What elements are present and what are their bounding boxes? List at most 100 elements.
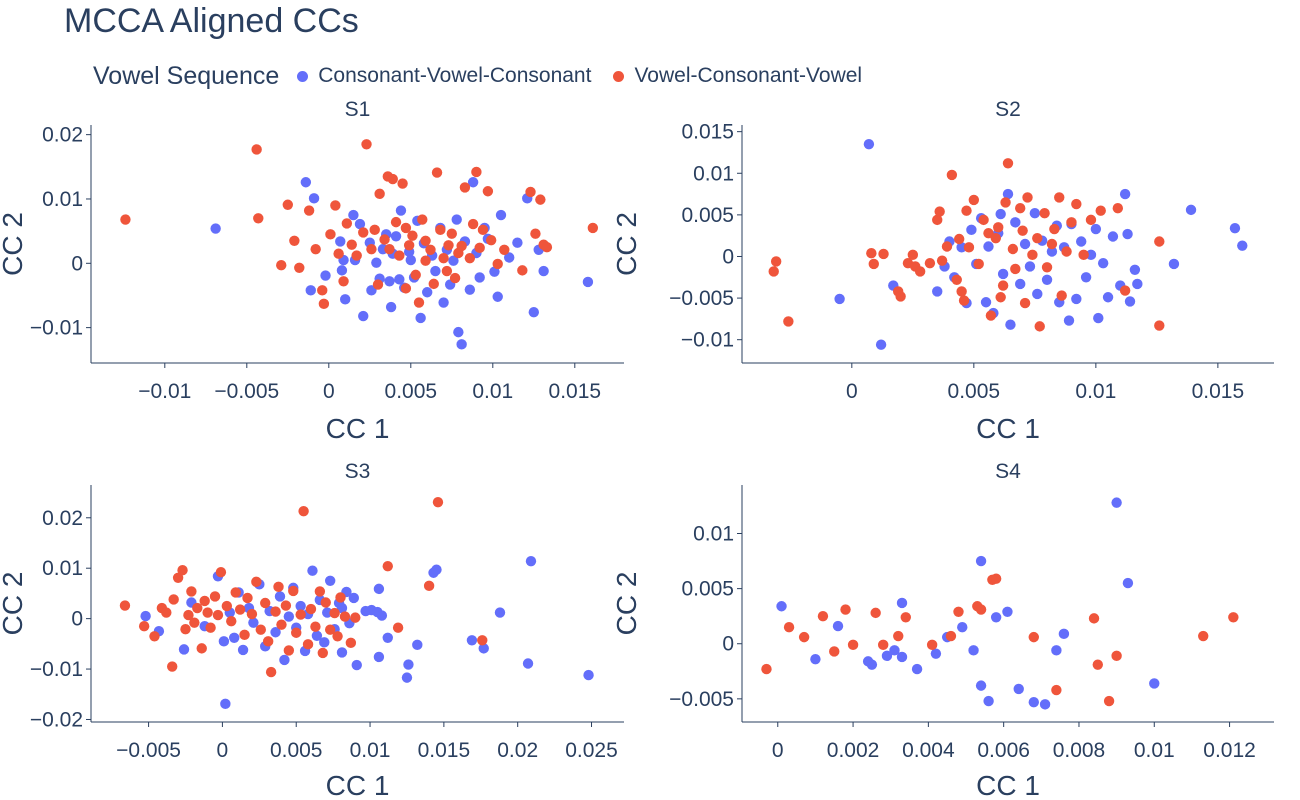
- data-point[interactable]: [583, 669, 594, 681]
- data-point[interactable]: [283, 645, 295, 656]
- data-point[interactable]: [379, 234, 390, 245]
- data-point[interactable]: [1019, 238, 1031, 250]
- data-point[interactable]: [384, 276, 395, 287]
- data-point[interactable]: [441, 265, 453, 277]
- data-point[interactable]: [140, 610, 151, 622]
- data-point[interactable]: [1066, 217, 1077, 228]
- data-point[interactable]: [218, 636, 230, 647]
- data-point[interactable]: [983, 695, 994, 707]
- data-point[interactable]: [896, 651, 908, 663]
- data-point[interactable]: [346, 239, 357, 250]
- data-point[interactable]: [1056, 290, 1067, 301]
- data-point[interactable]: [934, 206, 945, 217]
- data-point[interactable]: [1088, 613, 1100, 624]
- data-point[interactable]: [1093, 312, 1104, 324]
- data-point[interactable]: [288, 585, 299, 597]
- data-point[interactable]: [1028, 631, 1039, 643]
- data-point[interactable]: [1112, 203, 1124, 214]
- data-point[interactable]: [525, 186, 536, 198]
- data-point[interactable]: [279, 654, 290, 666]
- data-point[interactable]: [161, 607, 172, 618]
- data-point[interactable]: [495, 209, 507, 221]
- data-point[interactable]: [351, 250, 362, 261]
- legend-item-vcv[interactable]: Vowel-Consonant-Vowel: [613, 64, 862, 88]
- data-point[interactable]: [265, 666, 277, 678]
- data-point[interactable]: [953, 606, 964, 617]
- data-point[interactable]: [504, 252, 515, 263]
- data-point[interactable]: [870, 607, 881, 619]
- data-point[interactable]: [335, 236, 346, 247]
- data-point[interactable]: [1046, 246, 1058, 257]
- data-point[interactable]: [1071, 198, 1082, 210]
- data-point[interactable]: [186, 586, 197, 597]
- data-point[interactable]: [907, 249, 919, 261]
- data-point[interactable]: [237, 644, 249, 656]
- data-point[interactable]: [420, 235, 431, 246]
- data-point[interactable]: [260, 597, 271, 609]
- data-point[interactable]: [1032, 288, 1043, 300]
- data-point[interactable]: [308, 193, 320, 204]
- data-point[interactable]: [395, 205, 407, 216]
- data-point[interactable]: [459, 182, 471, 193]
- data-point[interactable]: [1051, 645, 1062, 656]
- data-point[interactable]: [1111, 650, 1122, 662]
- data-point[interactable]: [276, 619, 287, 630]
- data-point[interactable]: [924, 257, 936, 269]
- data-point[interactable]: [900, 612, 911, 623]
- data-point[interactable]: [177, 565, 188, 576]
- data-point[interactable]: [403, 240, 415, 251]
- data-point[interactable]: [295, 600, 306, 612]
- data-point[interactable]: [492, 258, 503, 270]
- data-point[interactable]: [456, 339, 467, 350]
- data-point[interactable]: [340, 294, 351, 305]
- data-point[interactable]: [768, 266, 779, 277]
- data-point[interactable]: [776, 601, 787, 612]
- data-point[interactable]: [274, 591, 286, 602]
- data-point[interactable]: [1154, 320, 1165, 331]
- data-point[interactable]: [832, 620, 844, 632]
- data-point[interactable]: [1046, 238, 1058, 250]
- data-point[interactable]: [474, 272, 485, 283]
- data-point[interactable]: [371, 257, 382, 268]
- data-point[interactable]: [1049, 223, 1060, 235]
- data-point[interactable]: [270, 606, 281, 617]
- data-point[interactable]: [390, 216, 402, 228]
- data-point[interactable]: [401, 672, 413, 683]
- data-point[interactable]: [582, 276, 594, 288]
- data-point[interactable]: [291, 627, 302, 638]
- data-point[interactable]: [538, 265, 549, 277]
- data-point[interactable]: [382, 560, 393, 572]
- data-point[interactable]: [1122, 228, 1133, 240]
- data-point[interactable]: [384, 243, 395, 255]
- data-point[interactable]: [1080, 272, 1092, 283]
- data-point[interactable]: [1168, 258, 1180, 270]
- data-point[interactable]: [535, 194, 546, 205]
- data-point[interactable]: [1058, 628, 1070, 640]
- data-point[interactable]: [914, 266, 926, 277]
- data-point[interactable]: [189, 617, 200, 628]
- data-point[interactable]: [438, 297, 449, 308]
- data-point[interactable]: [289, 235, 300, 246]
- data-point[interactable]: [350, 612, 361, 623]
- data-point[interactable]: [1198, 630, 1209, 642]
- data-point[interactable]: [474, 242, 485, 254]
- data-point[interactable]: [215, 567, 227, 578]
- data-point[interactable]: [975, 680, 987, 691]
- data-point[interactable]: [1228, 612, 1239, 623]
- data-point[interactable]: [1015, 203, 1026, 214]
- data-point[interactable]: [810, 653, 821, 665]
- data-point[interactable]: [477, 224, 489, 236]
- data-point[interactable]: [1029, 208, 1041, 219]
- data-point[interactable]: [1149, 678, 1160, 689]
- data-point[interactable]: [978, 214, 989, 226]
- data-point[interactable]: [517, 265, 528, 276]
- data-point[interactable]: [1041, 262, 1053, 273]
- data-point[interactable]: [262, 636, 274, 647]
- data-point[interactable]: [494, 607, 506, 618]
- data-point[interactable]: [430, 265, 441, 277]
- data-point[interactable]: [1019, 297, 1031, 309]
- data-point[interactable]: [866, 247, 877, 259]
- data-point[interactable]: [1092, 659, 1103, 670]
- data-point[interactable]: [1085, 214, 1097, 226]
- data-point[interactable]: [530, 228, 541, 239]
